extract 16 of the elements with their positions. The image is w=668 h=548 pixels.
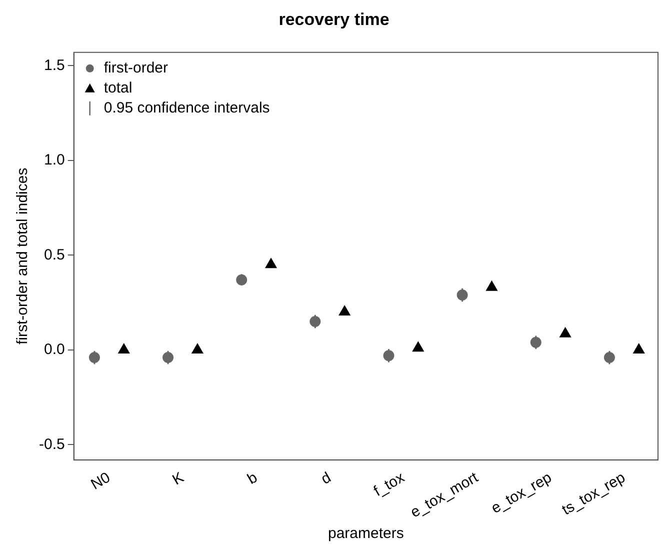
- y-tick-label: 1.5: [44, 56, 65, 74]
- legend-label: first-order: [104, 60, 168, 77]
- x-tick-label: d: [318, 469, 334, 488]
- y-tick-label: -0.5: [38, 436, 65, 453]
- chart-title: recovery time: [278, 10, 390, 29]
- y-axis-title: first-order and total indices: [14, 168, 32, 345]
- x-tick-label: N0: [88, 469, 114, 494]
- x-tick-label: f_tox: [370, 468, 408, 500]
- x-axis-title: parameters: [328, 525, 404, 542]
- annotation: 0.95 confidence intervals: [104, 100, 270, 117]
- y-tick-label: 0.5: [44, 246, 65, 264]
- x-tick-label: K: [170, 469, 187, 489]
- x-tick-label: b: [244, 469, 260, 488]
- y-tick-label: 1.0: [44, 152, 65, 169]
- y-tick-label: 0.0: [44, 341, 65, 358]
- legend-label: total: [104, 80, 132, 97]
